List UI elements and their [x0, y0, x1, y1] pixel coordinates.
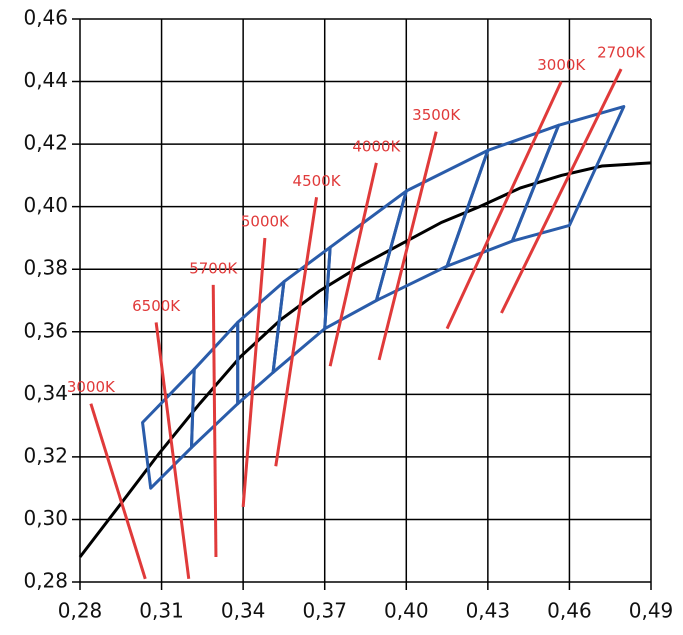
- bin-quadrangle: [271, 245, 332, 374]
- x-tick-label: 0,40: [384, 599, 429, 623]
- isotherm-line: [89, 403, 147, 580]
- x-tick-label: 0,31: [139, 599, 184, 623]
- isotherm-label: 4000K: [352, 137, 401, 155]
- isotherm-line: [274, 197, 319, 467]
- bin-quadrangle: [510, 105, 626, 243]
- isotherm-label: 3000K: [67, 378, 116, 396]
- y-tick-label: 0,34: [23, 381, 68, 405]
- isotherm-label: 6500K: [132, 297, 181, 315]
- x-tick-label: 0,43: [466, 599, 511, 623]
- x-tick-label: 0,28: [58, 599, 103, 623]
- isotherm-line: [211, 284, 218, 557]
- x-tick-label: 0,34: [221, 599, 266, 623]
- y-tick-label: 0,28: [23, 569, 68, 593]
- y-tick-label: 0,32: [23, 443, 68, 467]
- x-tick-label: 0,49: [629, 599, 674, 623]
- x-tick-label: 0,46: [547, 599, 592, 623]
- locus-curve: [78, 161, 652, 558]
- isotherm-label: 3000K: [537, 56, 586, 74]
- isotherm-line: [445, 80, 563, 330]
- y-tick-label: 0,46: [23, 6, 68, 30]
- y-tick-label: 0,30: [23, 506, 68, 530]
- y-tick-label: 0,36: [23, 318, 68, 342]
- x-tick-label: 0,37: [302, 599, 347, 623]
- isotherm-label: 5000K: [241, 212, 290, 230]
- y-tick-label: 0,42: [23, 131, 68, 155]
- y-tick-label: 0,38: [23, 256, 68, 280]
- y-tick-label: 0,40: [23, 193, 68, 217]
- isotherm-label: 5700K: [189, 259, 238, 277]
- isotherm-label: 2700K: [597, 44, 646, 62]
- y-tick-label: 0,44: [23, 68, 68, 92]
- isotherm-line: [328, 162, 378, 367]
- isotherm-line: [377, 131, 438, 361]
- isotherm-line: [500, 68, 623, 314]
- isotherm-label: 4500K: [293, 172, 342, 190]
- isotherm-line: [241, 237, 267, 508]
- isotherm-line: [154, 322, 191, 580]
- isotherm-label: 3500K: [412, 106, 461, 124]
